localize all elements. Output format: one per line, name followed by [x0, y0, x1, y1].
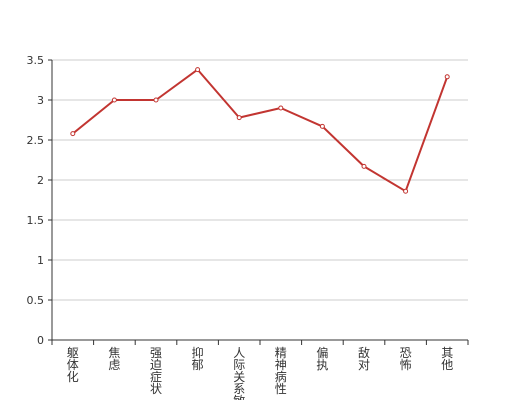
x-tick-label: 偏执: [316, 345, 328, 372]
data-point: [319, 123, 325, 129]
y-tick-label: 0: [37, 334, 44, 347]
data-point: [361, 163, 367, 169]
x-axis-ticks: 躯体化 焦虑 强迫症状 抑郁 人际关系敏感 精神病性 偏执 敌对 恐怖 其他: [51, 340, 469, 400]
y-tick-label: 3.5: [27, 54, 45, 67]
y-tick-label: 0.5: [27, 294, 45, 307]
x-tick-label: 焦虑: [108, 346, 120, 372]
y-tick-label: 2: [37, 174, 44, 187]
x-tick-label: 强迫症状: [150, 346, 162, 396]
data-point: [195, 67, 201, 73]
series: [70, 67, 450, 194]
x-tick-label: 躯体化: [67, 345, 79, 384]
x-tick-label: 恐怖: [400, 346, 412, 372]
y-tick-label: 3: [37, 94, 44, 107]
data-point: [278, 105, 284, 111]
grid-lines: [52, 59, 468, 301]
data-point: [444, 74, 450, 80]
data-point: [111, 97, 117, 103]
x-tick-label: 精神病性: [275, 346, 287, 396]
x-tick-label: 人际关系敏感: [233, 346, 245, 400]
y-tick-label: 1.5: [27, 214, 45, 227]
y-tick-label: 1: [37, 254, 44, 267]
x-tick-label: 其他: [441, 346, 453, 372]
data-point: [403, 188, 409, 194]
x-tick-label: 敌对: [358, 345, 370, 372]
data-point: [153, 97, 159, 103]
y-tick-label: 2.5: [27, 134, 45, 147]
x-tick-label: 抑郁: [192, 345, 204, 372]
data-point: [236, 115, 242, 121]
y-axis-ticks: 0 0.5 1 1.5 2 2.5 3 3.5: [27, 54, 52, 347]
data-point: [70, 131, 76, 137]
series-line: [72, 68, 449, 193]
